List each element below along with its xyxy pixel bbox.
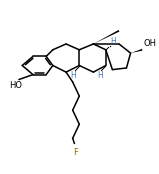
- Polygon shape: [93, 30, 119, 44]
- Text: OH: OH: [144, 39, 156, 48]
- Text: HO: HO: [9, 81, 22, 90]
- Text: H: H: [97, 71, 103, 80]
- Polygon shape: [131, 49, 142, 53]
- Text: F: F: [74, 148, 78, 157]
- Text: H: H: [71, 71, 76, 80]
- Text: H: H: [111, 37, 117, 46]
